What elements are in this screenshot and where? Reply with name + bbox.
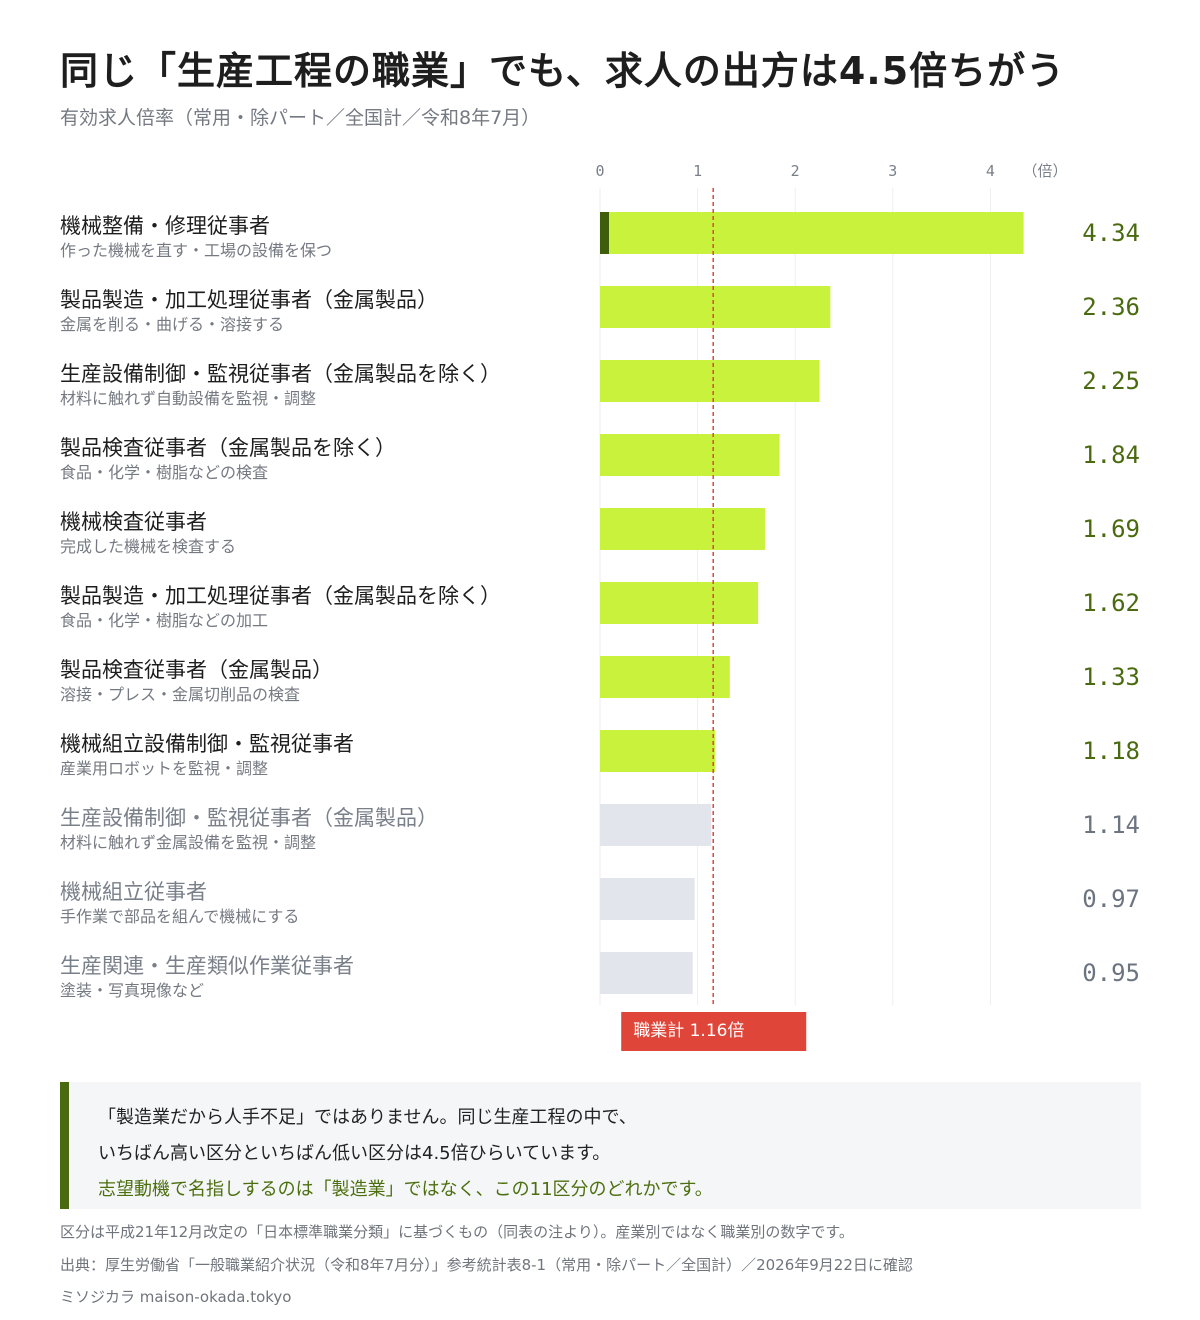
bar (600, 434, 780, 476)
note-line-3: 志望動機で名指しするのは「製造業」ではなく、この11区分のどれかです。 (98, 1179, 713, 1200)
reference-label-box (621, 1012, 807, 1051)
category-label: 機械整備・修理従事者 (60, 214, 270, 238)
data-label: 1.69 (1082, 515, 1140, 543)
reference-label: 職業計 1.16倍 (633, 1021, 744, 1041)
data-label: 1.33 (1082, 663, 1140, 691)
category-description: 手作業で部品を組んで機械にする (60, 907, 299, 926)
data-label: 1.84 (1082, 441, 1140, 469)
x-axis-unit-label: （倍） (1022, 162, 1067, 180)
x-tick-label: 2 (791, 162, 800, 180)
bar (600, 656, 730, 698)
bar (600, 878, 695, 920)
site-credit: ミソジカラ maison-okada.tokyo (60, 1288, 292, 1306)
category-label: 製品製造・加工処理従事者（金属製品を除く） (60, 584, 501, 608)
category-description: 産業用ロボットを監視・調整 (60, 759, 268, 778)
category-description: 材料に触れず自動設備を監視・調整 (60, 389, 316, 408)
data-label: 0.95 (1082, 959, 1140, 987)
data-label: 4.34 (1082, 219, 1140, 247)
category-description: 食品・化学・樹脂などの検査 (60, 463, 268, 482)
bar (600, 582, 759, 624)
category-label: 機械組立従事者 (60, 880, 207, 904)
category-description: 完成した機械を検査する (60, 537, 236, 556)
data-label: 1.18 (1082, 737, 1140, 765)
category-label: 生産関連・生産類似作業従事者 (60, 954, 354, 978)
x-tick-label: 4 (986, 162, 995, 180)
x-tick-label: 0 (595, 162, 604, 180)
bar (600, 952, 693, 994)
chart-title: 同じ「生産工程の職業」でも、求人の出方は4.5倍ちがう (60, 49, 1066, 93)
category-label: 製品製造・加工処理従事者（金属製品） (60, 288, 438, 312)
category-description: 作った機械を直す・工場の設備を保つ (60, 241, 332, 260)
note-box: 「製造業だから人手不足」ではありません。同じ生産工程の中で、 いちばん高い区分と… (60, 1082, 1141, 1209)
bar (600, 360, 820, 402)
data-label: 1.14 (1082, 811, 1140, 839)
category-label: 生産設備制御・監視従事者（金属製品を除く） (60, 362, 501, 386)
category-description: 材料に触れず金属設備を監視・調整 (60, 833, 316, 852)
footnote: 区分は平成21年12月改定の「日本標準職業分類」に基づくもの（同表の注より）。産… (60, 1223, 854, 1241)
category-label: 製品検査従事者（金属製品を除く） (60, 436, 396, 460)
note-line-1: 「製造業だから人手不足」ではありません。同じ生産工程の中で、 (98, 1107, 637, 1128)
bar (600, 804, 712, 846)
bar (600, 508, 765, 550)
category-label: 製品検査従事者（金属製品） (60, 658, 333, 682)
bar (600, 730, 716, 772)
data-label: 0.97 (1082, 885, 1140, 913)
chart-subtitle: 有効求人倍率（常用・除パート／全国計／令和8年7月） (60, 107, 541, 129)
category-description: 溶接・プレス・金属切削品の検査 (60, 685, 300, 704)
data-label: 1.62 (1082, 589, 1140, 617)
bar-marker (600, 212, 609, 254)
category-description: 金属を削る・曲げる・溶接する (60, 315, 284, 334)
category-label: 機械検査従事者 (60, 510, 207, 534)
note-line-2: いちばん高い区分といちばん低い区分は4.5倍ひらいています。 (98, 1143, 611, 1164)
category-description: 食品・化学・樹脂などの加工 (60, 611, 268, 630)
category-label: 生産設備制御・監視従事者（金属製品） (60, 806, 438, 830)
x-tick-label: 3 (888, 162, 897, 180)
data-label: 2.25 (1082, 367, 1140, 395)
bar (600, 286, 831, 328)
category-description: 塗装・写真現像など (60, 981, 204, 1000)
data-label: 2.36 (1082, 293, 1140, 321)
bar (600, 212, 1024, 254)
category-label: 機械組立設備制御・監視従事者 (60, 732, 354, 756)
source-citation: 出典：厚生労働省「一般職業紹介状況（令和8年7月分）」参考統計表8-1（常用・除… (60, 1256, 913, 1274)
x-tick-label: 1 (693, 162, 702, 180)
